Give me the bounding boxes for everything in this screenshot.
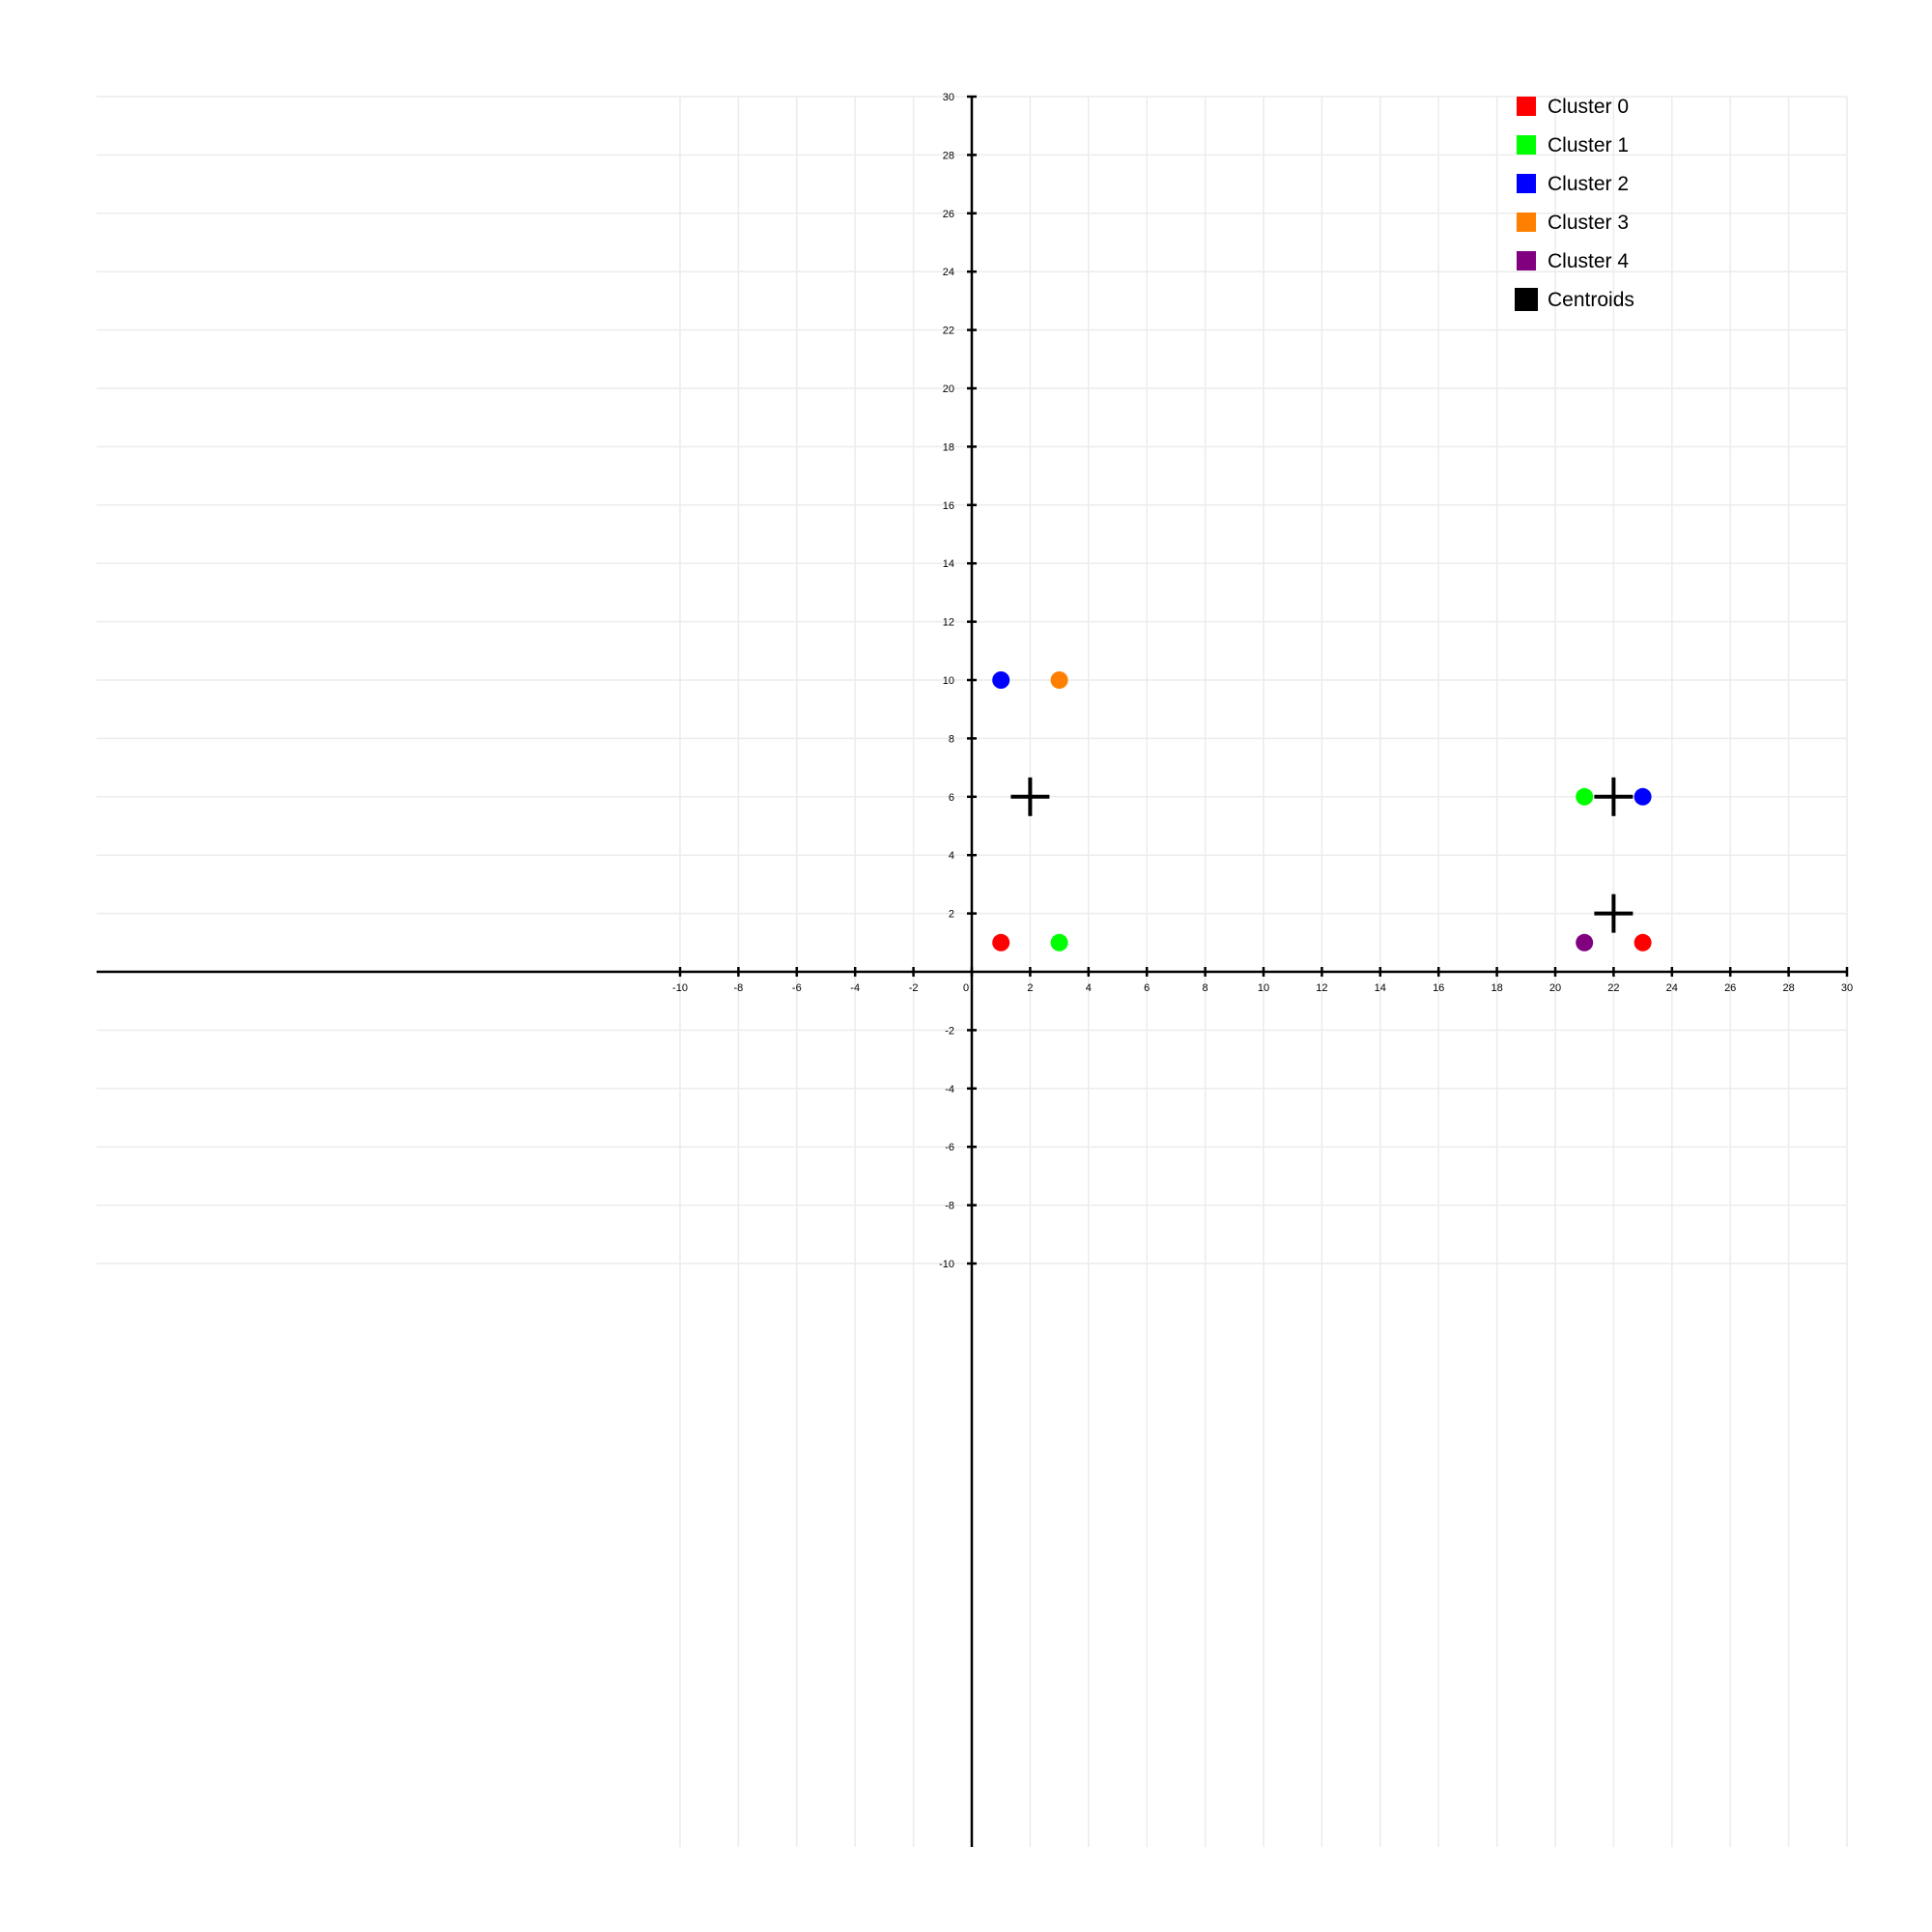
cluster-0-point xyxy=(992,933,1010,952)
centroid-marker xyxy=(1594,777,1634,816)
x-tick-label: 16 xyxy=(1433,982,1444,994)
cluster-2-point xyxy=(1634,787,1652,806)
x-tick-label: -10 xyxy=(672,982,688,994)
y-tick-label: 30 xyxy=(943,92,954,103)
cluster-0-point xyxy=(1634,933,1652,952)
y-tick-label: 26 xyxy=(943,209,954,220)
legend-label: Cluster 1 xyxy=(1548,134,1629,156)
x-tick-label: 28 xyxy=(1782,982,1794,994)
y-tick-label: -2 xyxy=(945,1025,954,1037)
legend-swatch xyxy=(1517,213,1536,232)
cluster-2-point xyxy=(992,671,1010,689)
x-tick-label: 22 xyxy=(1607,982,1619,994)
x-tick-label: 6 xyxy=(1144,982,1150,994)
x-tick-label: 8 xyxy=(1203,982,1208,994)
cluster-3-point xyxy=(1050,671,1068,689)
y-tick-label: 22 xyxy=(943,326,954,337)
y-tick-label: 2 xyxy=(949,909,954,921)
x-tick-label: 20 xyxy=(1549,982,1561,994)
y-tick-label: 4 xyxy=(949,850,954,862)
legend-item: Cluster 3 xyxy=(1517,212,1629,234)
legend-label: Cluster 0 xyxy=(1548,96,1629,118)
x-tick-label: 30 xyxy=(1841,982,1853,994)
x-tick-label: 26 xyxy=(1724,982,1736,994)
legend-item: Cluster 1 xyxy=(1517,134,1629,156)
legend-swatch xyxy=(1517,135,1536,155)
legend-swatch xyxy=(1517,97,1536,116)
legend-label: Centroids xyxy=(1548,289,1634,311)
y-tick-label: 20 xyxy=(943,384,954,395)
x-tick-label: 12 xyxy=(1316,982,1327,994)
y-tick-label: 18 xyxy=(943,441,954,453)
legend-item: Centroids xyxy=(1515,288,1634,311)
axes: -10 -8 -6 -4 -2 0 2 4 6 8 10 12 14 16 18 20 22 24 26 28 30-1… xyxy=(97,92,1853,1847)
legend-swatch xyxy=(1517,251,1536,270)
y-tick-label: -10 xyxy=(939,1259,954,1270)
x-tick-label: 2 xyxy=(1027,982,1033,994)
y-tick-label: 12 xyxy=(943,617,954,629)
y-tick-label: -6 xyxy=(945,1142,954,1153)
x-tick-label: -2 xyxy=(909,982,919,994)
legend-swatch xyxy=(1517,174,1536,193)
legend-item: Cluster 2 xyxy=(1517,173,1629,195)
x-tick-label: 24 xyxy=(1666,982,1678,994)
data-points xyxy=(992,671,1652,952)
y-tick-label: -4 xyxy=(945,1084,954,1095)
centroid-marker xyxy=(1010,777,1050,816)
x-tick-label: 14 xyxy=(1375,982,1386,994)
x-tick-label: 18 xyxy=(1491,982,1502,994)
legend-swatch xyxy=(1515,288,1538,311)
centroid-marker xyxy=(1594,894,1634,933)
x-tick-label: 0 xyxy=(963,982,969,994)
y-tick-label: 8 xyxy=(949,733,954,745)
cluster-1-point xyxy=(1050,933,1068,952)
y-tick-label: 10 xyxy=(943,675,954,687)
x-tick-label: 4 xyxy=(1086,982,1092,994)
y-tick-label: 16 xyxy=(943,500,954,512)
legend-label: Cluster 4 xyxy=(1548,250,1629,272)
x-tick-label: -4 xyxy=(850,982,860,994)
legend-item: Cluster 4 xyxy=(1517,250,1629,272)
centroid-markers xyxy=(1010,777,1634,933)
cluster-4-point xyxy=(1576,933,1594,952)
legend-label: Cluster 3 xyxy=(1548,212,1629,234)
legend: Cluster 0 Cluster 1 Cluster 2 Cluster 3 Clus… xyxy=(1515,96,1634,311)
y-tick-label: -8 xyxy=(945,1201,954,1212)
cluster-1-point xyxy=(1576,787,1594,806)
y-tick-label: 24 xyxy=(943,267,954,278)
y-tick-label: 14 xyxy=(943,558,954,570)
legend-item: Cluster 0 xyxy=(1517,96,1629,118)
y-tick-label: 28 xyxy=(943,150,954,161)
x-tick-label: -6 xyxy=(792,982,802,994)
x-tick-label: 10 xyxy=(1258,982,1269,994)
y-tick-label: 6 xyxy=(949,792,954,804)
x-tick-label: -8 xyxy=(734,982,744,994)
legend-label: Cluster 2 xyxy=(1548,173,1629,195)
